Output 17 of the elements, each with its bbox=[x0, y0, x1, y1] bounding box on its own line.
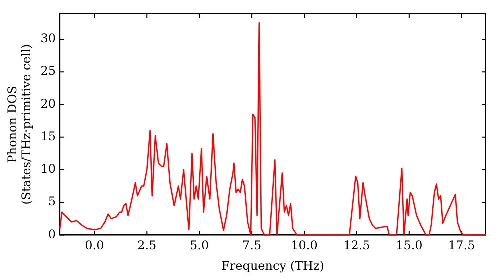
x-axis-title: Frequency (THz) bbox=[222, 258, 324, 273]
y-tick-label: 30 bbox=[40, 32, 56, 46]
y-tick-label: 5 bbox=[48, 194, 56, 209]
x-tick-label: 7.5 bbox=[242, 238, 262, 253]
y-tick-label: 0 bbox=[48, 227, 56, 242]
y-tick-label: 20 bbox=[40, 96, 56, 111]
x-tick-label: 17.5 bbox=[448, 238, 476, 253]
y-tick-label: 15 bbox=[40, 129, 56, 144]
y-axis-title: Phonon DOS (States/THz·primitive cell) bbox=[5, 44, 34, 205]
x-tick-label: 2.5 bbox=[138, 238, 157, 253]
x-tick-label: 0.0 bbox=[85, 238, 104, 253]
y-tick-label: 10 bbox=[40, 162, 56, 176]
x-tick-label: 10.0 bbox=[291, 238, 318, 253]
y-tick-label: 25 bbox=[40, 64, 56, 78]
x-tick-label: 12.5 bbox=[344, 238, 370, 253]
x-tick-label: 15.0 bbox=[396, 238, 423, 253]
x-tick-label: 5.0 bbox=[190, 238, 210, 253]
